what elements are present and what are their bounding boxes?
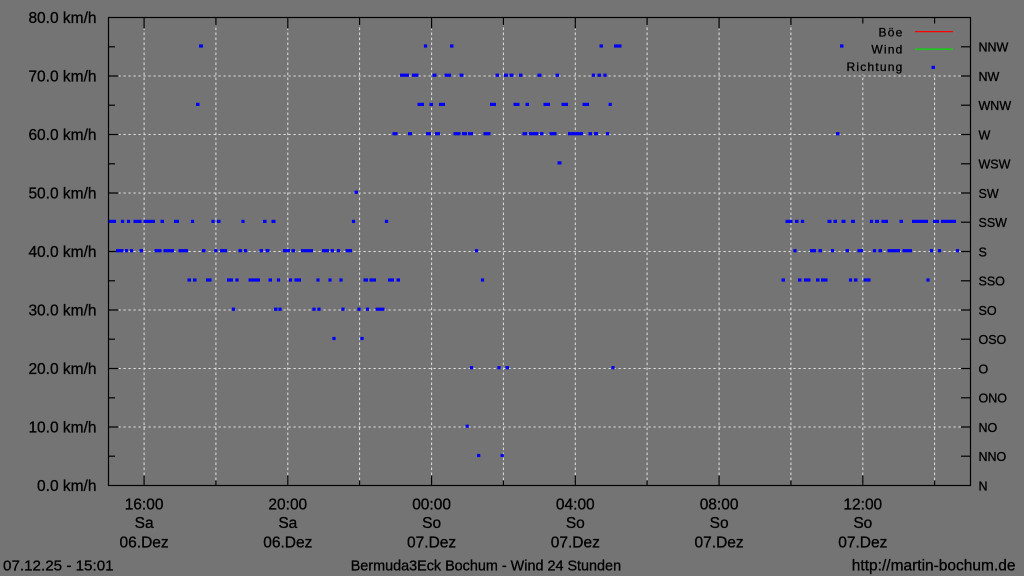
svg-text:SSW: SSW	[979, 216, 1008, 230]
svg-text:20:00: 20:00	[268, 497, 307, 514]
svg-text:06.Dez: 06.Dez	[263, 534, 312, 551]
svg-text:Richtung: Richtung	[847, 60, 904, 74]
svg-text:40.0 km/h: 40.0 km/h	[28, 244, 96, 261]
svg-text:SW: SW	[979, 187, 999, 201]
svg-text:07.Dez: 07.Dez	[551, 534, 600, 551]
svg-text:06.Dez: 06.Dez	[120, 534, 169, 551]
svg-text:OSO: OSO	[979, 333, 1007, 347]
svg-text:Bermuda3Eck Bochum - Wind 24 S: Bermuda3Eck Bochum - Wind 24 Stunden	[351, 559, 621, 575]
svg-text:O: O	[979, 362, 989, 376]
svg-text:70.0 km/h: 70.0 km/h	[28, 69, 96, 86]
svg-text:30.0 km/h: 30.0 km/h	[28, 303, 96, 320]
svg-text:So: So	[853, 515, 872, 532]
svg-text:07.Dez: 07.Dez	[838, 534, 887, 551]
svg-text:16:00: 16:00	[125, 497, 164, 514]
svg-text:NW: NW	[979, 70, 1000, 84]
svg-text:10.0 km/h: 10.0 km/h	[28, 420, 96, 437]
svg-text:http://martin-bochum.de: http://martin-bochum.de	[852, 557, 1016, 574]
svg-text:So: So	[710, 515, 729, 532]
svg-text:60.0 km/h: 60.0 km/h	[28, 127, 96, 144]
svg-text:20.0 km/h: 20.0 km/h	[28, 361, 96, 378]
svg-text:08:00: 08:00	[700, 497, 739, 514]
svg-text:So: So	[422, 515, 441, 532]
svg-text:07.Dez: 07.Dez	[695, 534, 744, 551]
svg-text:04:00: 04:00	[556, 497, 595, 514]
svg-text:80.0 km/h: 80.0 km/h	[28, 10, 96, 27]
svg-text:WNW: WNW	[979, 99, 1012, 113]
svg-text:07.Dez: 07.Dez	[407, 534, 456, 551]
svg-text:WSW: WSW	[979, 158, 1011, 172]
svg-text:NO: NO	[979, 421, 998, 435]
svg-text:NNW: NNW	[979, 41, 1009, 55]
svg-text:SSO: SSO	[979, 275, 1006, 289]
svg-text:N: N	[979, 479, 988, 493]
svg-text:Sa: Sa	[278, 515, 297, 532]
svg-text:ONO: ONO	[979, 392, 1008, 406]
svg-text:00:00: 00:00	[412, 497, 451, 514]
svg-text:S: S	[979, 245, 987, 259]
svg-text:NNO: NNO	[979, 450, 1007, 464]
svg-text:Sa: Sa	[135, 515, 154, 532]
svg-text:Böe: Böe	[879, 25, 904, 39]
svg-text:Wind: Wind	[871, 43, 903, 57]
svg-text:W: W	[979, 128, 991, 142]
svg-text:0.0 km/h: 0.0 km/h	[37, 478, 96, 495]
svg-text:So: So	[566, 515, 585, 532]
svg-text:07.12.25 - 15:01: 07.12.25 - 15:01	[3, 558, 114, 575]
svg-text:50.0 km/h: 50.0 km/h	[28, 186, 96, 203]
svg-text:12:00: 12:00	[843, 497, 882, 514]
svg-text:SO: SO	[979, 304, 997, 318]
